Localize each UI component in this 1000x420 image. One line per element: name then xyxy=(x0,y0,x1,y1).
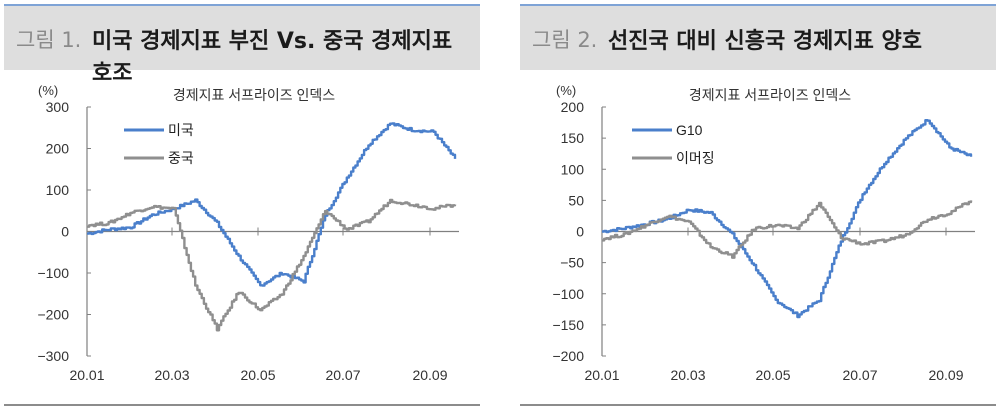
svg-text:20.01: 20.01 xyxy=(584,367,619,383)
svg-text:200: 200 xyxy=(46,141,70,157)
figure-1-header: 그림 1. 미국 경제지표 부진 Vs. 중국 경제지표 호조 xyxy=(4,4,480,86)
svg-text:20.05: 20.05 xyxy=(755,367,790,383)
figure-1-panel: 그림 1. 미국 경제지표 부진 Vs. 중국 경제지표 호조 (%) 경제지표… xyxy=(4,0,484,420)
figure-2-panel: 그림 2. 선진국 대비 신흥국 경제지표 양호 (%) 경제지표 서프라이즈 … xyxy=(520,0,1000,420)
svg-text:20.09: 20.09 xyxy=(928,367,963,383)
figure-2-unit: (%) xyxy=(556,83,576,98)
legend-label-china: 중국 xyxy=(168,150,194,166)
svg-text:0: 0 xyxy=(61,224,69,240)
svg-text:20.03: 20.03 xyxy=(670,367,705,383)
svg-text:0: 0 xyxy=(576,224,584,240)
svg-text:20.09: 20.09 xyxy=(412,367,447,383)
svg-text:−100: −100 xyxy=(37,265,69,281)
legend: 미국 중국 xyxy=(124,122,194,166)
svg-text:−200: −200 xyxy=(552,348,584,364)
figure-2-title: 선진국 대비 신흥국 경제지표 양호 xyxy=(608,29,922,54)
svg-text:−150: −150 xyxy=(552,317,584,333)
legend-label-g10: G10 xyxy=(676,122,703,138)
figure-2-bottom-rule xyxy=(520,404,996,406)
figure-2-number: 그림 2. xyxy=(532,28,598,52)
figure-1-title: 미국 경제지표 부진 Vs. 중국 경제지표 호조 xyxy=(92,29,453,86)
svg-text:20.07: 20.07 xyxy=(325,367,360,383)
figure-2-chart: (%) 경제지표 서프라이즈 인덱스 200 150 100 50 0 −50 −100 −1… xyxy=(552,83,975,383)
svg-text:150: 150 xyxy=(561,130,585,146)
figure-1-chart: (%) 경제지표 서프라이즈 인덱스 300 200 100 0 −100 −200 −30… xyxy=(37,83,459,383)
svg-text:20.05: 20.05 xyxy=(240,367,275,383)
svg-text:−50: −50 xyxy=(560,255,584,271)
svg-text:−200: −200 xyxy=(37,307,69,323)
series-lines xyxy=(87,122,457,332)
svg-text:20.07: 20.07 xyxy=(842,367,877,383)
legend: G10 이머징 xyxy=(632,122,715,166)
svg-text:−300: −300 xyxy=(37,348,69,364)
series-line-1 xyxy=(87,198,457,332)
series-line-0 xyxy=(87,122,457,287)
figure-2-header: 그림 2. 선진국 대비 신흥국 경제지표 양호 xyxy=(520,4,996,70)
svg-text:100: 100 xyxy=(46,182,70,198)
svg-text:−100: −100 xyxy=(552,286,584,302)
series-lines xyxy=(602,119,973,319)
legend-label-emerging: 이머징 xyxy=(676,150,715,166)
series-line-0 xyxy=(602,119,973,319)
series-line-1 xyxy=(602,200,973,259)
x-axis: 20.01 20.03 20.05 20.07 20.09 xyxy=(584,227,975,383)
figure-1-unit: (%) xyxy=(38,83,58,98)
svg-text:20.03: 20.03 xyxy=(154,367,189,383)
svg-text:200: 200 xyxy=(561,99,585,115)
figure-1-number: 그림 1. xyxy=(16,28,82,52)
figure-2-chart-title: 경제지표 서프라이즈 인덱스 xyxy=(689,87,851,103)
y-axis: 300 200 100 0 −100 −200 −300 xyxy=(37,99,91,364)
figure-1-chart-title: 경제지표 서프라이즈 인덱스 xyxy=(173,87,335,103)
legend-label-us: 미국 xyxy=(168,122,194,138)
svg-text:300: 300 xyxy=(46,99,70,115)
svg-text:20.01: 20.01 xyxy=(69,367,104,383)
svg-text:100: 100 xyxy=(561,161,585,177)
svg-text:50: 50 xyxy=(568,192,584,208)
y-axis: 200 150 100 50 0 −50 −100 −150 −200 xyxy=(552,99,606,364)
x-axis: 20.01 20.03 20.05 20.07 20.09 xyxy=(69,227,459,383)
figure-1-bottom-rule xyxy=(4,404,480,406)
